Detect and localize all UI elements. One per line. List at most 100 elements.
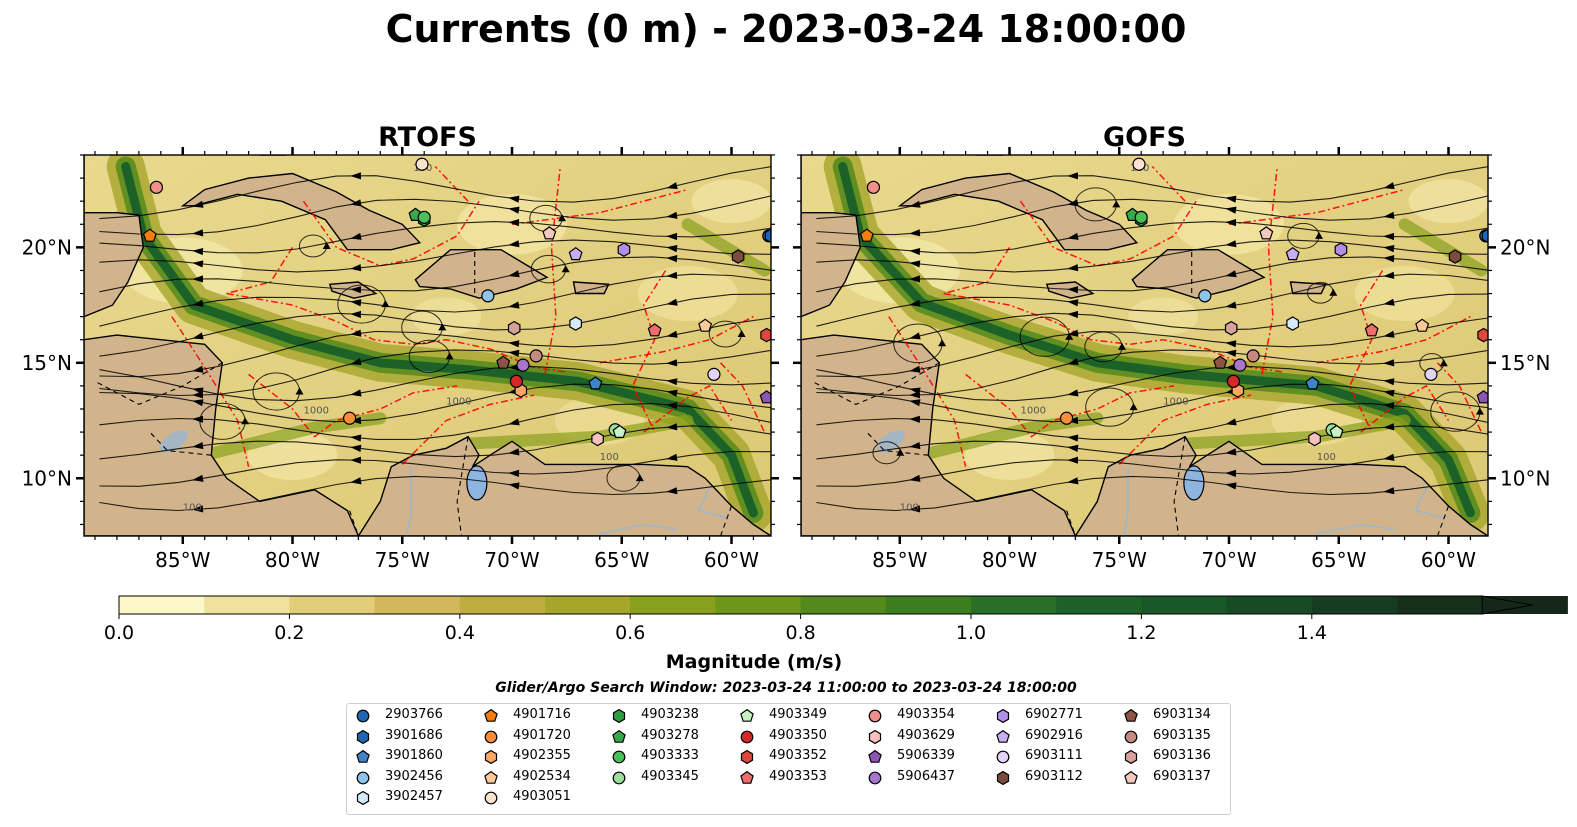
float-marker-4903333 bbox=[1134, 210, 1148, 224]
yucatan-land bbox=[801, 155, 862, 318]
x-tick-label: 75°W bbox=[375, 548, 430, 572]
legend-label: 6902916 bbox=[1025, 727, 1083, 743]
colorbar-bin bbox=[1226, 596, 1313, 614]
float-marker-6902771 bbox=[1334, 242, 1348, 257]
float-marker-6903134 bbox=[496, 355, 511, 369]
colorbar-label: Magnitude (m/s) bbox=[666, 651, 843, 673]
legend-marker-5906437 bbox=[868, 771, 882, 784]
legend-marker-4903333 bbox=[612, 750, 626, 764]
float-marker-5906437 bbox=[1233, 358, 1247, 372]
map-panel-gofs: GOFS1000100100100010085°W80°W75°W70°W65°… bbox=[793, 122, 1550, 572]
legend-marker-3902457 bbox=[356, 790, 370, 806]
legend-label: 4903629 bbox=[897, 727, 955, 743]
float-markers bbox=[142, 157, 771, 447]
colorbar-bin bbox=[1056, 596, 1142, 614]
x-tick-label: 70°W bbox=[484, 548, 539, 572]
float-marker-6903135 bbox=[1246, 349, 1260, 363]
legend-marker-2903766 bbox=[356, 709, 370, 723]
colorbar-tick-label: 0.8 bbox=[785, 622, 815, 644]
legend-label: 3902457 bbox=[385, 789, 443, 804]
legend-marker-4903353 bbox=[740, 770, 754, 784]
legend-marker-4903350 bbox=[740, 730, 754, 743]
colorbar-tick-label: 1.2 bbox=[1126, 622, 1156, 644]
lake-maracaibo bbox=[466, 465, 488, 501]
panel-title: RTOFS bbox=[378, 122, 477, 153]
colorbar-bin bbox=[545, 596, 631, 614]
colorbar-bin bbox=[374, 596, 461, 614]
float-marker-4903349 bbox=[612, 424, 627, 438]
float-marker-4901720 bbox=[1059, 411, 1074, 425]
float-marker-4903350 bbox=[1226, 374, 1240, 388]
x-tick-label: 60°W bbox=[1421, 548, 1476, 572]
legend-marker-5906339 bbox=[868, 749, 882, 763]
colorbar-bin bbox=[1397, 596, 1483, 614]
legend-label: 5906339 bbox=[897, 748, 955, 763]
float-marker-6903136 bbox=[1224, 320, 1238, 336]
colorbar-bin bbox=[459, 596, 546, 614]
colorbar: 0.0 0.2 0.4 0.6 0.8 1.0 1.2 1.4 bbox=[104, 595, 1568, 644]
legend-label: 6903135 bbox=[1153, 727, 1211, 743]
legend-label: 6903137 bbox=[1153, 768, 1211, 784]
colorbar-tick-label: 0.4 bbox=[445, 622, 475, 644]
legend-marker-4901716 bbox=[484, 708, 498, 722]
x-tick-label: 80°W bbox=[265, 548, 320, 572]
float-marker-3901860 bbox=[1305, 376, 1320, 390]
float-marker-4903353 bbox=[647, 323, 662, 337]
legend-marker-4903051 bbox=[484, 791, 498, 805]
legend-label: 6903134 bbox=[1153, 707, 1211, 722]
colorbar-bin bbox=[289, 596, 376, 614]
float-marker-6902916 bbox=[568, 246, 583, 261]
float-marker-4903333 bbox=[417, 210, 431, 224]
float-marker-3902456 bbox=[1198, 289, 1212, 303]
float-marker-6903111 bbox=[707, 367, 721, 381]
float-marker-4903354 bbox=[866, 180, 881, 194]
panel-title: GOFS bbox=[1103, 122, 1186, 153]
colorbar-bin bbox=[971, 596, 1057, 614]
legend-label: 3902456 bbox=[385, 768, 443, 784]
x-tick-label: 70°W bbox=[1201, 548, 1256, 572]
colorbar-tick-label: 1.4 bbox=[1297, 622, 1327, 644]
legend-label: 6903112 bbox=[1025, 768, 1083, 784]
float-markers bbox=[859, 157, 1488, 447]
x-tick-label: 85°W bbox=[872, 548, 927, 572]
legend-label: 4903278 bbox=[641, 727, 699, 743]
float-marker-4903349 bbox=[1329, 424, 1344, 438]
y-tick-label: 15°N bbox=[22, 351, 72, 375]
float-marker-6903134 bbox=[1213, 355, 1228, 369]
map-frame bbox=[800, 154, 1489, 537]
legend-label: 2903766 bbox=[385, 707, 443, 722]
legend-label: 4903345 bbox=[641, 768, 699, 784]
legend-label: 6903136 bbox=[1153, 748, 1211, 763]
streamlines bbox=[99, 166, 771, 513]
legend-marker-3901686 bbox=[356, 729, 370, 744]
hispaniola-land bbox=[414, 249, 549, 299]
contour-label: 1000 bbox=[1163, 396, 1188, 407]
y-tick-label: 20°N bbox=[1500, 235, 1550, 259]
colorbar-bin bbox=[204, 596, 290, 614]
float-marker-4903629 bbox=[591, 431, 604, 447]
cuba-land bbox=[180, 172, 422, 251]
legend-label: 5906437 bbox=[897, 768, 955, 784]
legend-marker-4901720 bbox=[484, 730, 498, 743]
streamlines bbox=[816, 166, 1488, 513]
float-marker-3902457 bbox=[569, 316, 583, 331]
cuba-land bbox=[897, 172, 1139, 251]
legend-marker-6902916 bbox=[996, 729, 1010, 743]
contour-label: 100 bbox=[1317, 452, 1336, 463]
colorbar-bin bbox=[885, 596, 972, 614]
legend-label: 4903333 bbox=[641, 748, 699, 763]
legend-marker-4902355 bbox=[484, 749, 498, 765]
colorbar-tick-label: 0.0 bbox=[104, 622, 134, 644]
float-marker-3902456 bbox=[481, 289, 495, 303]
colorbar-bin bbox=[630, 596, 716, 614]
contour-label: 100 bbox=[183, 503, 202, 514]
legend-marker-6903137 bbox=[1124, 770, 1138, 784]
legend-label: 4902355 bbox=[513, 748, 571, 763]
colorbar-bin bbox=[1311, 596, 1398, 614]
legend-marker-4902534 bbox=[484, 770, 498, 784]
float-marker-6903137 bbox=[1259, 226, 1274, 240]
float-marker-4903352 bbox=[1477, 327, 1488, 343]
float-marker-4903352 bbox=[760, 327, 771, 343]
south-america-land bbox=[1074, 435, 1488, 536]
